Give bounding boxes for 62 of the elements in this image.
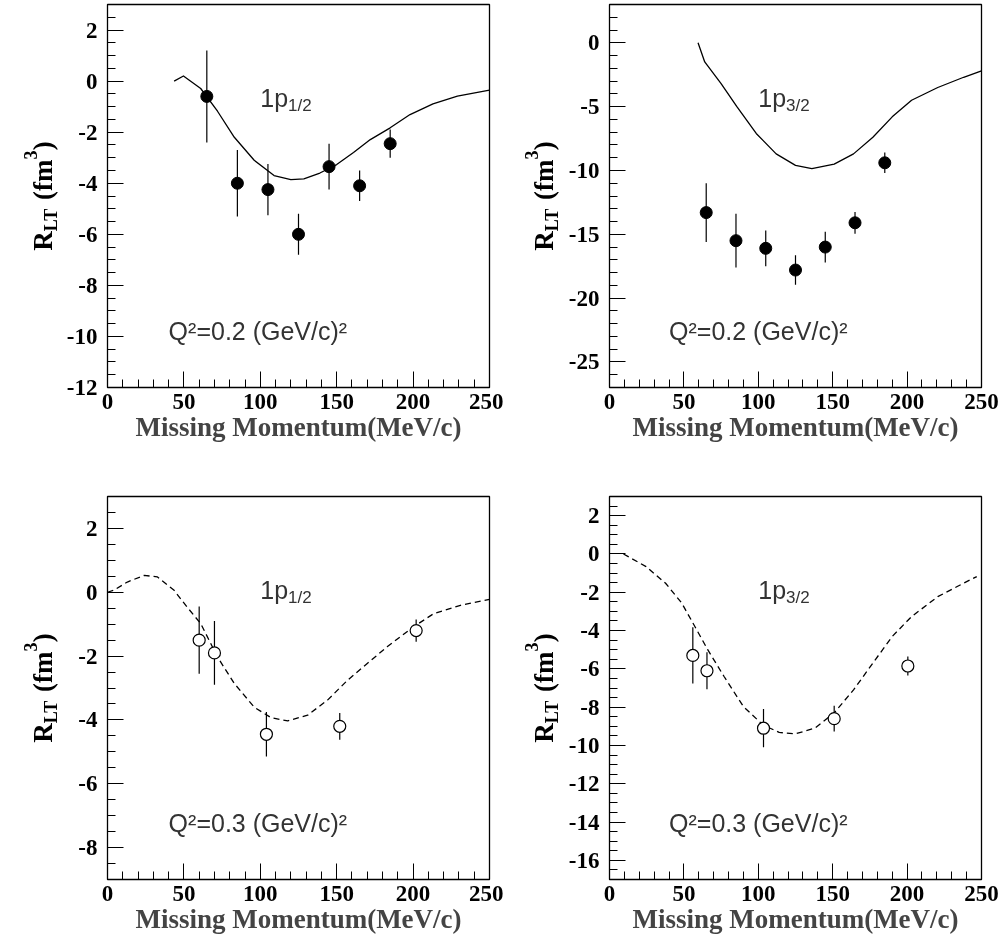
y-tick-label: -6: [580, 656, 600, 682]
x-tick-label: 200: [889, 880, 925, 906]
x-tick-label: 50: [172, 388, 196, 414]
annotation: Q²=0.3 (GeV/c)²: [669, 809, 848, 838]
y-tick-label: -15: [568, 221, 600, 247]
y-tick-label: -16: [568, 847, 600, 873]
x-tick-label: 200: [395, 880, 431, 906]
x-tick-label: 150: [815, 388, 850, 414]
y-tick-label: 2: [588, 503, 600, 529]
y-tick-label: -10: [66, 323, 98, 349]
y-tick-label: -12: [568, 771, 600, 797]
y-tick-label: -8: [580, 694, 600, 720]
y-axis-title: RLT (fm3): [20, 633, 61, 743]
x-tick-label: 50: [672, 880, 696, 906]
annotation: Q²=0.2 (GeV/c)²: [669, 317, 848, 346]
y-tick-label: 0: [86, 68, 98, 94]
y-tick-label: -4: [78, 707, 98, 733]
x-axis-title: Missing Momentum(MeV/c): [632, 411, 959, 442]
y-tick-label: -6: [78, 221, 98, 247]
x-tick-label: 150: [815, 880, 850, 906]
y-tick-label: -6: [78, 771, 98, 797]
x-tick-label: 150: [319, 880, 354, 906]
y-tick-label: -8: [78, 835, 98, 861]
y-tick-label: -2: [580, 579, 600, 605]
y-tick-label: -10: [568, 732, 600, 758]
y-tick-label: 0: [588, 30, 600, 56]
y-tick-label: 0: [86, 579, 98, 605]
y-tick-label: -14: [568, 809, 600, 835]
x-tick-label: 200: [889, 388, 925, 414]
x-tick-label: 100: [243, 880, 278, 906]
x-tick-label: 100: [741, 388, 776, 414]
y-tick-label: 0: [588, 541, 600, 567]
y-tick-label: -12: [66, 375, 98, 400]
annotation: Q²=0.3 (GeV/c)²: [168, 809, 348, 838]
y-tick-label: -2: [78, 643, 98, 669]
x-tick-label: 250: [964, 388, 999, 414]
y-tick-label: -20: [568, 285, 600, 311]
y-tick-label: -4: [580, 618, 600, 644]
x-tick-label: 100: [741, 880, 776, 906]
x-tick-label: 150: [319, 388, 354, 414]
y-tick-label: -25: [568, 349, 600, 375]
y-tick-label: -5: [580, 94, 600, 120]
x-tick-label: 250: [469, 880, 504, 906]
y-axis-title: RLT (fm3): [521, 141, 562, 251]
y-tick-label: 2: [86, 515, 98, 541]
x-tick-label: 250: [469, 388, 504, 414]
x-axis-title: Missing Momentum(MeV/c): [632, 903, 959, 934]
y-tick-label: -4: [78, 170, 98, 196]
y-tick-label: -8: [78, 272, 98, 298]
y-tick-label: 2: [86, 17, 98, 43]
x-tick-label: 250: [964, 880, 999, 906]
x-tick-label: 50: [172, 880, 196, 906]
y-tick-label: -2: [78, 119, 98, 145]
x-axis-title: Missing Momentum(MeV/c): [135, 411, 462, 442]
x-tick-label: 50: [672, 388, 696, 414]
x-axis-title: Missing Momentum(MeV/c): [135, 903, 462, 934]
x-tick-label: 200: [395, 388, 431, 414]
y-axis-title: RLT (fm3): [20, 141, 61, 251]
y-axis-title: RLT (fm3): [521, 633, 562, 743]
annotation: Q²=0.2 (GeV/c)²: [168, 317, 348, 346]
y-tick-label: -10: [568, 157, 600, 183]
x-tick-label: 100: [243, 388, 278, 414]
